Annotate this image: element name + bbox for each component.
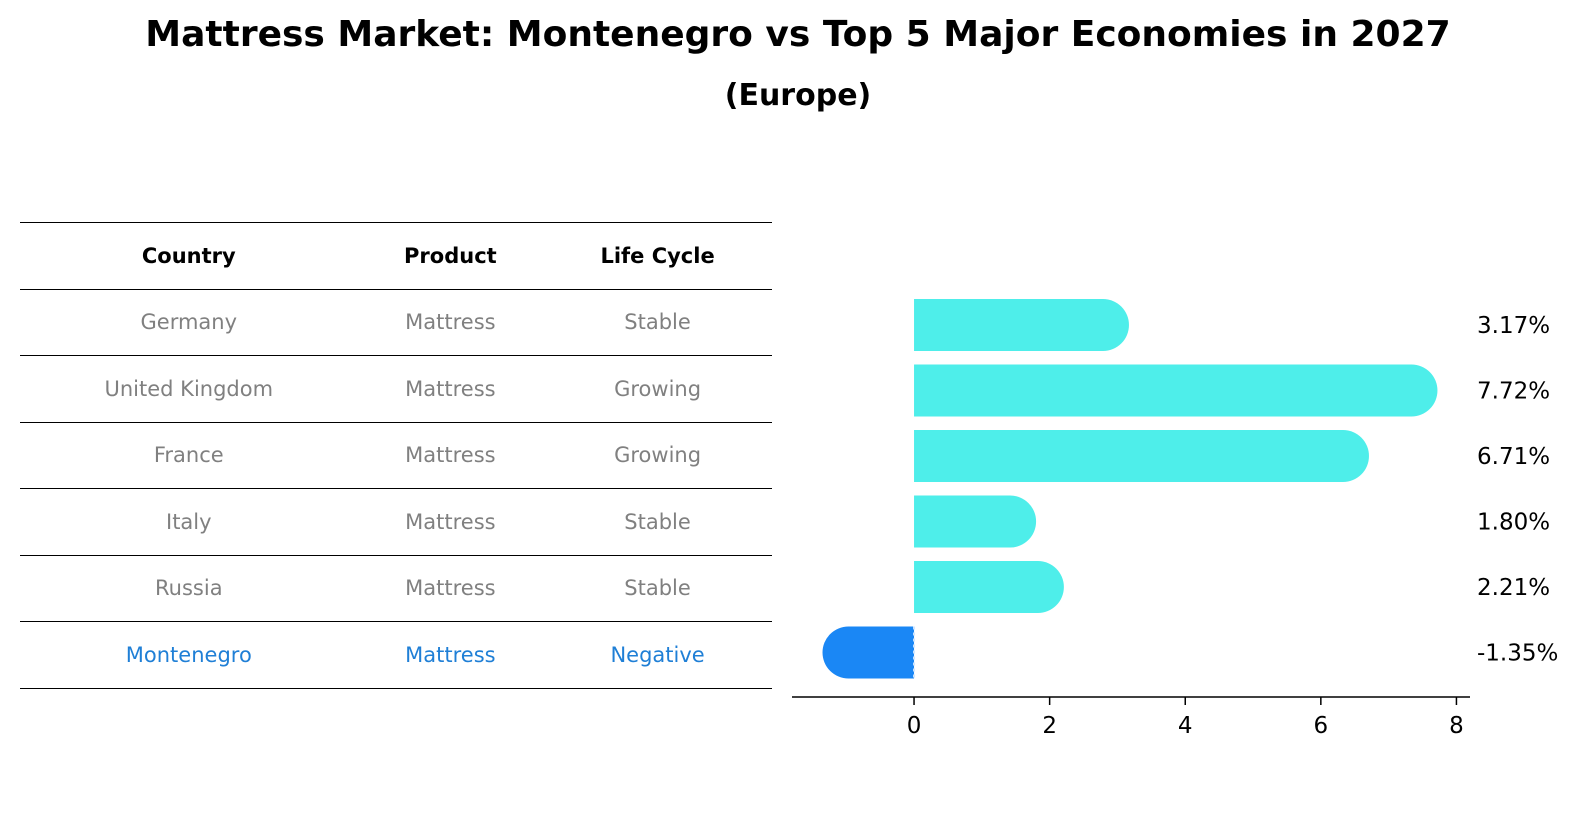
cell-country: Italy [20,488,358,555]
x-tick-label: 6 [1314,713,1329,739]
cell-life-cycle: Stable [543,288,772,356]
bar-italy [914,495,1037,548]
value-label: 6.71% [1477,444,1550,470]
cell-product: Mattress [357,288,544,356]
cell-country: Germany [20,288,358,356]
table-row: Germany Mattress Stable [20,288,772,356]
table-row: United Kingdom Mattress Growing [20,355,772,422]
cell-product: Mattress [357,554,544,622]
cell-country: France [20,421,358,489]
cell-life-cycle: Growing [543,421,772,489]
cell-life-cycle: Stable [543,488,772,555]
bar-germany [914,299,1129,351]
value-label: 7.72% [1477,379,1550,405]
chart-title: Mattress Market: Montenegro vs Top 5 Maj… [145,14,1451,55]
table-row-highlight: Montenegro Mattress Negative [20,621,772,689]
cell-country: United Kingdom [20,355,358,422]
x-tick-label: 0 [907,713,922,739]
cell-product: Mattress [357,355,544,422]
x-tick-label: 2 [1042,713,1057,739]
cell-life-cycle: Stable [543,554,772,622]
x-tick-label: 8 [1449,713,1464,739]
cell-country: Russia [20,554,358,622]
cell-life-cycle: Negative [543,621,772,689]
column-header-life-cycle: Life Cycle [543,222,772,289]
chart-subtitle: (Europe) [724,78,872,113]
cell-product: Mattress [357,621,544,689]
value-label: 3.17% [1477,313,1550,339]
value-label: -1.35% [1477,641,1558,667]
x-axis: 0 2 4 6 8 [792,696,1470,739]
cell-country: Montenegro [20,621,358,689]
value-labels-group: 3.17% 7.72% 6.71% 1.80% 2.21% -1.35% [1477,313,1558,667]
table-row: Italy Mattress Stable [20,488,772,555]
table-row: France Mattress Growing [20,421,772,489]
cell-life-cycle: Growing [543,355,772,422]
market-table: Country Product Life Cycle Germany Mattr… [20,222,772,689]
bar-montenegro [822,626,915,679]
x-tick-label: 4 [1178,713,1193,739]
table-row: Russia Mattress Stable [20,554,772,622]
cell-product: Mattress [357,421,544,489]
value-label: 2.21% [1477,575,1550,601]
cell-product: Mattress [357,488,544,555]
table-header-row: Country Product Life Cycle [20,222,772,289]
bar-france [914,430,1369,482]
column-header-country: Country [20,222,358,289]
column-header-product: Product [357,222,544,289]
bars-group [822,299,1438,679]
bar-united-kingdom [914,364,1438,417]
bar-russia [914,561,1064,613]
value-label: 1.80% [1477,510,1550,536]
